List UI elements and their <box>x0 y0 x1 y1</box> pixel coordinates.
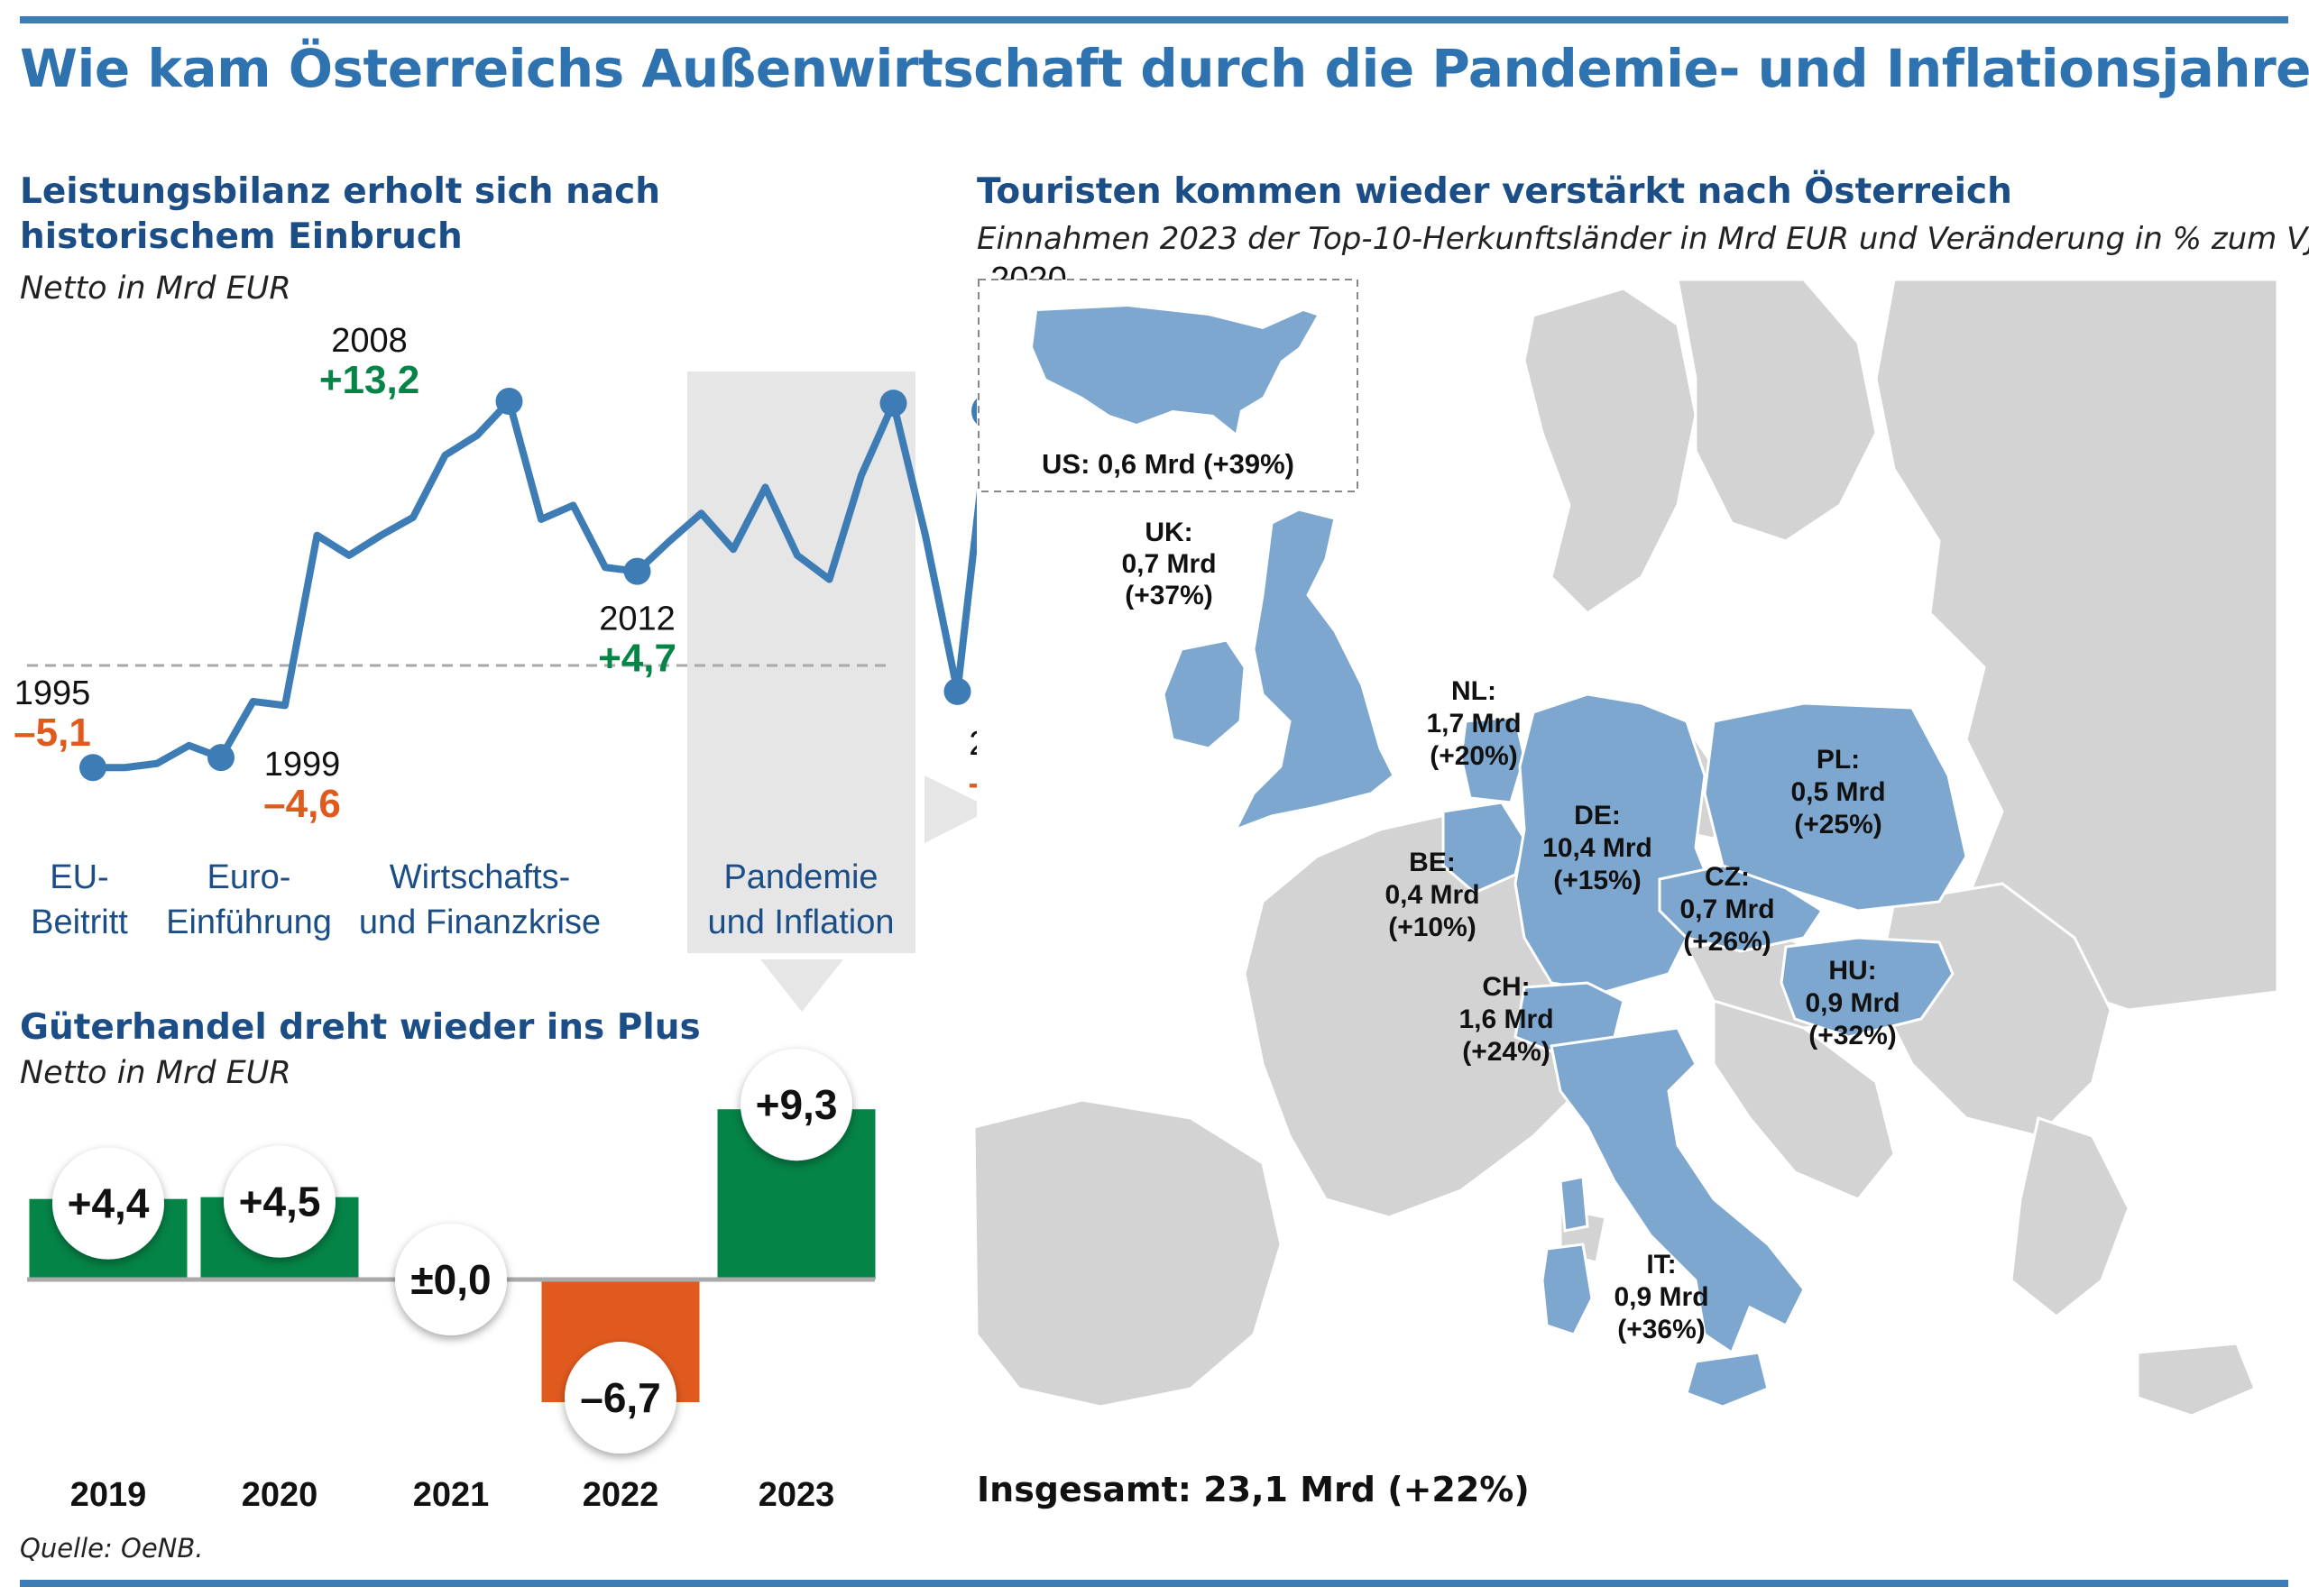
map-title: Touristen kommen wieder verstärkt nach Ö… <box>977 171 2012 212</box>
map-sardinia <box>1541 1243 1594 1336</box>
arrow-down-icon <box>760 959 843 1012</box>
period-label-2-line1: Euro- <box>207 858 291 896</box>
bar-label-bubble-2019 <box>52 1147 164 1260</box>
map-sicily <box>1685 1351 1770 1408</box>
pandemic-shade <box>687 371 915 953</box>
highlight-year-1995: 1995 <box>14 674 91 712</box>
highlight-year-2012: 2012 <box>599 601 676 638</box>
bar-category-label-2021: 2021 <box>413 1476 490 1514</box>
highlight-value-2012: +4,7 <box>598 637 676 681</box>
map-label-hu-code: HU: <box>1828 956 1876 986</box>
bar-label-bubble-2023 <box>741 1049 852 1161</box>
period-label-1-line1: EU- <box>50 858 108 896</box>
highlight-point-1999 <box>207 744 235 772</box>
line-chart-subtitle: Netto in Mrd EUR <box>20 271 291 307</box>
period-label-1-line2: Beitritt <box>31 903 128 941</box>
map-label-cz-code: CZ: <box>1705 862 1750 892</box>
map-ireland <box>1162 638 1246 750</box>
line-chart-title: Leistungsbilanz erholt sich nach histori… <box>20 171 661 257</box>
map-label-cz-amount: 0,7 Mrd <box>1679 894 1774 924</box>
highlight-value-1999: –4,6 <box>263 782 341 826</box>
map-label-nl-amount: 1,7 Mrd <box>1426 709 1521 738</box>
bar-value-label-2021: ±0,0 <box>410 1256 491 1303</box>
bar-category-label-2022: 2022 <box>583 1476 659 1514</box>
highlight-value-2008: +13,2 <box>319 358 419 402</box>
map-label-uk-change: (+37%) <box>1125 581 1213 610</box>
map-label-be-change: (+10%) <box>1388 913 1476 942</box>
map-label-ch-code: CH: <box>1482 972 1530 1002</box>
top-rule <box>20 16 2288 23</box>
period-label-4-line1: Pandemie <box>723 858 878 896</box>
map-label-be-code: BE: <box>1409 848 1456 877</box>
bar-category-label-2020: 2020 <box>242 1476 318 1514</box>
highlight-point-1995 <box>79 754 106 782</box>
map-land <box>972 278 2279 1417</box>
arrow-right-icon <box>925 775 992 843</box>
map-label-ch-amount: 1,6 Mrd <box>1458 1004 1553 1034</box>
map-label-it-change: (+36%) <box>1617 1315 1706 1344</box>
map-us <box>1033 307 1317 433</box>
period-label-3-line2: und Finanzkrise <box>359 903 601 941</box>
bar-chart-subtitle: Netto in Mrd EUR <box>20 1055 291 1091</box>
bar-value-label-2022: –6,7 <box>580 1374 661 1421</box>
map-highlighted-countries <box>1162 508 1968 1408</box>
map-label-uk-amount: 0,7 Mrd <box>1121 549 1216 579</box>
highlight-point-2020 <box>879 390 907 417</box>
map-label-pl-code: PL: <box>1817 745 1860 775</box>
map-de <box>1513 693 1716 994</box>
bar-chart-title: Güterhandel dreht wieder ins Plus <box>20 1007 701 1048</box>
map-label-de-amount: 10,4 Mrd <box>1542 833 1652 863</box>
us-inset-label: US: 0,6 Mrd (+39%) <box>1042 448 1294 480</box>
bottom-rule <box>20 1580 2288 1587</box>
map-label-nl-change: (+20%) <box>1430 741 1518 771</box>
source-note: Quelle: OeNB. <box>20 1533 204 1564</box>
map-label-pl-amount: 0,5 Mrd <box>1790 777 1885 807</box>
map-nl <box>1459 715 1526 804</box>
map-label-it-amount: 0,9 Mrd <box>1614 1282 1708 1312</box>
period-label-4-line2: und Inflation <box>707 903 894 941</box>
map-corsica <box>1559 1175 1589 1233</box>
page-title: Wie kam Österreichs Außenwirtschaft durc… <box>20 38 2309 99</box>
bar-label-bubble-2020 <box>224 1145 336 1258</box>
bar-category-label-2023: 2023 <box>759 1476 835 1514</box>
highlight-point-2022 <box>943 677 971 705</box>
map-label-be-amount: 0,4 Mrd <box>1384 880 1479 910</box>
map-pl <box>1703 702 1968 913</box>
highlight-point-2012 <box>623 557 651 585</box>
bar-category-label-2019: 2019 <box>70 1476 147 1514</box>
period-label-2-line2: Einführung <box>166 903 332 941</box>
map-label-uk-code: UK: <box>1145 518 1192 547</box>
map-label-de-code: DE: <box>1574 801 1621 830</box>
us-inset-box <box>978 279 1358 492</box>
highlight-year-2008: 2008 <box>331 322 408 360</box>
map-label-ch-change: (+24%) <box>1462 1037 1550 1067</box>
bar-value-label-2023: +9,3 <box>756 1081 838 1128</box>
map-hu <box>1780 936 1955 1039</box>
map-uk <box>1232 508 1395 832</box>
map-cz <box>1658 864 1825 953</box>
bar-value-label-2019: +4,4 <box>68 1180 150 1227</box>
highlight-year-1999: 1999 <box>264 746 341 784</box>
map-label-it-code: IT: <box>1646 1250 1676 1280</box>
map-be <box>1441 801 1526 894</box>
map-label-de-change: (+15%) <box>1553 866 1642 895</box>
current-account-series-line <box>93 397 993 772</box>
bar-label-bubble-2021 <box>395 1224 507 1335</box>
map-label-hu-amount: 0,9 Mrd <box>1805 988 1900 1018</box>
map-label-cz-change: (+26%) <box>1683 927 1771 957</box>
period-label-3-line1: Wirtschafts- <box>390 858 571 896</box>
map-total: Insgesamt: 23,1 Mrd (+22%) <box>977 1470 1530 1509</box>
map-label-nl-code: NL: <box>1451 676 1496 706</box>
map-label-pl-change: (+25%) <box>1794 810 1882 839</box>
highlight-value-1995: –5,1 <box>14 711 91 755</box>
bar-label-bubble-2022 <box>565 1342 676 1454</box>
highlight-point-2008 <box>495 387 523 415</box>
map-label-hu-change: (+32%) <box>1808 1021 1897 1050</box>
bar-value-label-2020: +4,5 <box>239 1179 321 1225</box>
map-it <box>1550 1026 1806 1355</box>
map-subtitle: Einnahmen 2023 der Top-10-Herkunftslände… <box>977 221 2309 257</box>
goods-trade-bar-chart: +4,4 2019 +4,5 2020 ±0,0 2021 –6,7 2022 +9,3 2023 <box>27 1049 876 1514</box>
